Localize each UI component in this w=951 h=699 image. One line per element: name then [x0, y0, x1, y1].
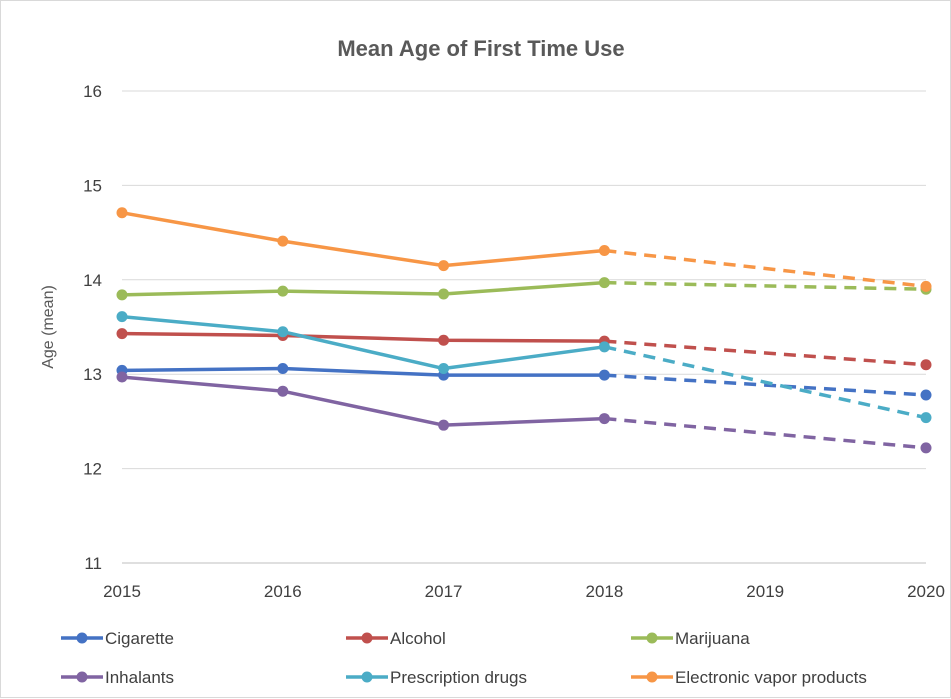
- data-point: [598, 245, 610, 257]
- legend-item: Alcohol: [346, 629, 446, 648]
- x-tick-label: 2015: [103, 582, 141, 601]
- data-point: [920, 359, 932, 371]
- x-tick-label: 2017: [425, 582, 463, 601]
- x-axis-ticks: 2015 2016 2017 2018 2019 2020: [103, 582, 945, 601]
- legend-label: Cigarette: [105, 629, 174, 648]
- series-projection-line: [604, 416, 927, 450]
- data-point: [277, 285, 289, 297]
- series-inhalants: [116, 371, 932, 454]
- series-projection-line: [604, 280, 927, 291]
- y-tick-label: 15: [83, 176, 102, 195]
- series-line: [120, 280, 607, 297]
- y-axis-title: Age (mean): [40, 285, 57, 369]
- legend-item: Inhalants: [61, 668, 174, 687]
- x-tick-label: 2020: [907, 582, 945, 601]
- series-cigarette: [116, 363, 932, 401]
- legend-label: Marijuana: [675, 629, 750, 648]
- series-projection-line: [604, 373, 927, 397]
- data-point: [598, 341, 610, 353]
- data-point: [598, 369, 610, 381]
- series-marijuana: [116, 277, 932, 301]
- data-point: [277, 363, 289, 375]
- legend: Cigarette Alcohol Marijuana Inhalants Prescr…: [61, 629, 867, 687]
- data-point: [277, 385, 289, 397]
- x-tick-label: 2019: [746, 582, 784, 601]
- data-point: [116, 207, 128, 219]
- data-point: [438, 334, 450, 346]
- data-point: [438, 419, 450, 431]
- series-projection-line: [604, 339, 927, 367]
- legend-swatch-marker: [646, 632, 658, 644]
- y-tick-label: 13: [83, 365, 102, 384]
- data-point: [920, 389, 932, 401]
- data-point: [598, 277, 610, 289]
- series-projection-line: [604, 345, 927, 420]
- series-line: [120, 375, 607, 427]
- data-point: [116, 311, 128, 323]
- series-alcohol: [116, 328, 932, 371]
- data-point: [920, 442, 932, 454]
- chart-title: Mean Age of First Time Use: [337, 36, 624, 61]
- y-axis-ticks: 11 12 13 14 15 16: [83, 82, 102, 573]
- legend-item: Prescription drugs: [346, 668, 527, 687]
- data-point: [920, 280, 932, 292]
- x-tick-label: 2018: [585, 582, 623, 601]
- data-point: [277, 326, 289, 338]
- legend-swatch-marker: [361, 632, 373, 644]
- x-tick-label: 2016: [264, 582, 302, 601]
- legend-label: Electronic vapor products: [675, 668, 867, 687]
- legend-item: Marijuana: [631, 629, 750, 648]
- legend-label: Prescription drugs: [390, 668, 527, 687]
- legend-swatch-marker: [76, 632, 88, 644]
- series-line: [120, 211, 607, 268]
- data-point: [438, 363, 450, 375]
- data-point: [116, 328, 128, 340]
- series-line: [120, 366, 607, 377]
- series-line: [120, 331, 607, 343]
- series-electronic-vapor-products: [116, 207, 932, 292]
- legend-label: Inhalants: [105, 668, 174, 687]
- data-point: [116, 371, 128, 383]
- data-point: [438, 288, 450, 300]
- series-prescription-drugs: [116, 311, 932, 424]
- data-point: [277, 235, 289, 247]
- data-point: [438, 260, 450, 272]
- data-point: [598, 413, 610, 425]
- legend-swatch-marker: [76, 671, 88, 683]
- legend-item: Cigarette: [61, 629, 174, 648]
- data-point: [116, 289, 128, 301]
- legend-label: Alcohol: [390, 629, 446, 648]
- legend-swatch-marker: [646, 671, 658, 683]
- y-tick-label: 12: [83, 460, 102, 479]
- data-point: [920, 412, 932, 424]
- legend-item: Electronic vapor products: [631, 668, 867, 687]
- y-tick-label: 16: [83, 82, 102, 101]
- y-tick-label: 14: [83, 271, 102, 290]
- series-line: [120, 314, 607, 371]
- legend-swatch-marker: [361, 671, 373, 683]
- y-tick-label: 11: [84, 554, 102, 573]
- series-projection-line: [604, 248, 927, 289]
- series-lines: [116, 207, 932, 454]
